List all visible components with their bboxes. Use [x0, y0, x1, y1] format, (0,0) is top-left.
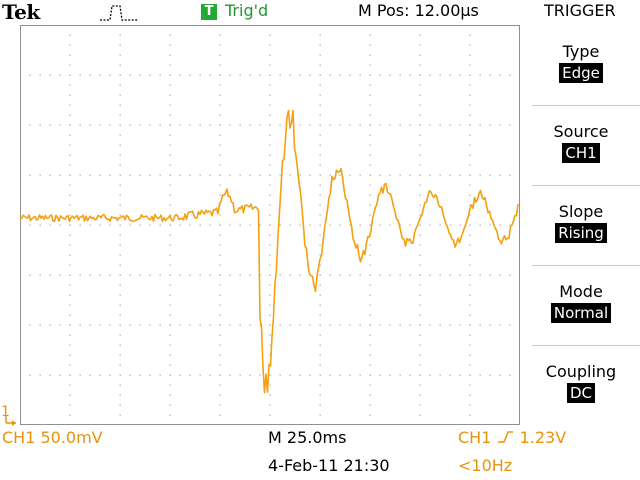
menu-divider: [532, 345, 640, 346]
single-pulse-icon: [100, 5, 138, 21]
ch1-waveform: [20, 109, 519, 394]
trigger-status-icon: T: [201, 4, 217, 20]
trigger-frequency-readout: <10Hz: [458, 456, 513, 475]
source-label: Source: [553, 122, 609, 141]
horizontal-position: M Pos: 12.00µs: [358, 1, 479, 20]
mode-value: Normal: [550, 303, 612, 323]
timebase-readout: M 25.0ms: [268, 428, 347, 447]
mode-label: Mode: [559, 282, 603, 301]
date-time: 4-Feb-11 21:30: [268, 456, 390, 475]
ch1-ground-marker: 1: [1, 405, 17, 427]
brand-logo: Tek: [2, 0, 40, 24]
source-value: CH1: [562, 143, 600, 163]
ch1-marker-arrow-icon: [5, 416, 16, 426]
rising-edge-icon: [498, 431, 514, 443]
type-label: Type: [562, 42, 600, 61]
menu-divider: [532, 185, 640, 186]
trigger-level-readout: 1.23V: [519, 428, 567, 447]
trigger-readout: CH1 1.23V: [458, 428, 566, 447]
menu-title: TRIGGER: [544, 1, 616, 20]
trigger-source-readout: CH1: [458, 428, 492, 447]
menu-item-slope[interactable]: Slope Rising: [522, 188, 640, 266]
trigger-status: Trig'd: [225, 1, 269, 20]
slope-value: Rising: [555, 223, 607, 243]
ch1-scale-readout: CH1 50.0mV: [2, 428, 103, 447]
ch1-marker-label: 1: [1, 404, 10, 420]
menu-divider: [532, 105, 640, 106]
coupling-label: Coupling: [545, 362, 617, 381]
menu-item-source[interactable]: Source CH1: [522, 108, 640, 186]
menu-item-mode[interactable]: Mode Normal: [522, 268, 640, 346]
slope-label: Slope: [558, 202, 604, 221]
menu-divider: [532, 265, 640, 266]
type-value: Edge: [559, 63, 603, 83]
waveform-display: [20, 25, 520, 425]
coupling-value: DC: [566, 383, 596, 403]
menu-item-type[interactable]: Type Edge: [522, 28, 640, 106]
menu-item-coupling[interactable]: Coupling DC: [522, 348, 640, 426]
trigger-menu: Type Edge Source CH1 Slope Rising Mode N…: [522, 28, 640, 428]
